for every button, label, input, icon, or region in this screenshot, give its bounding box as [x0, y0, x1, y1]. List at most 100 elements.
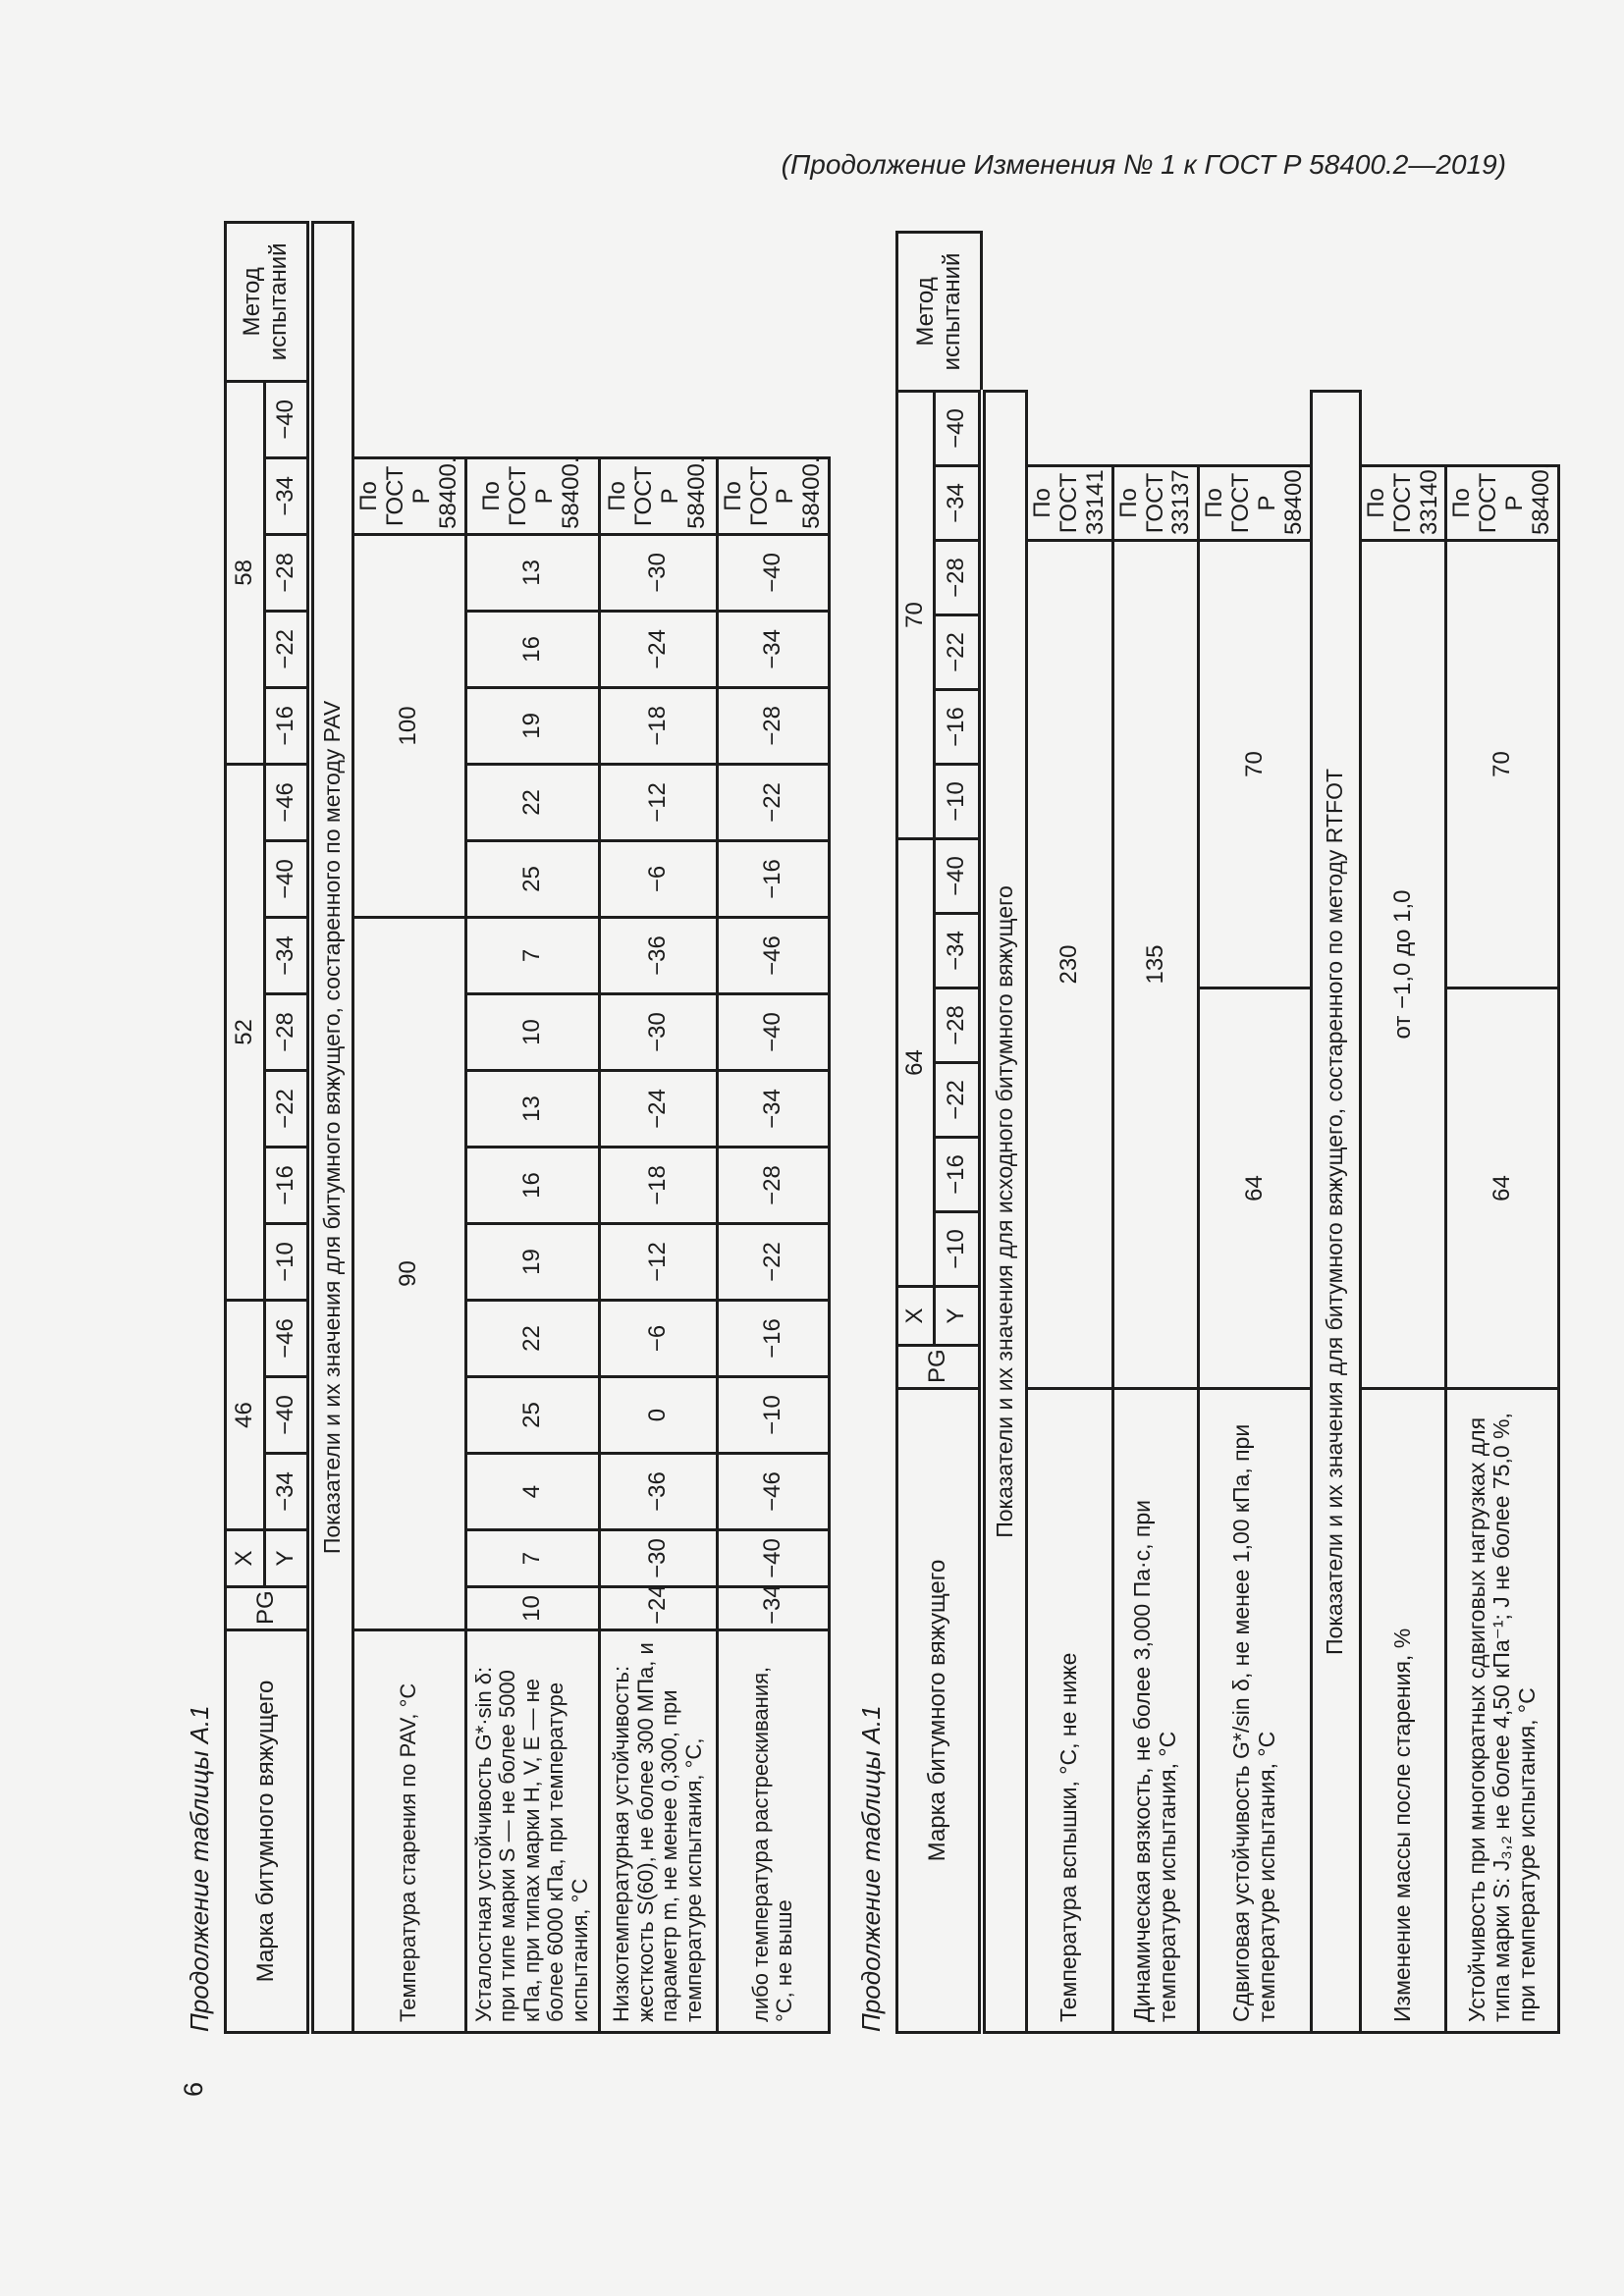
value-cell: −28 [717, 687, 830, 765]
value-cell: −24 [599, 1070, 718, 1148]
t1-x-header-cell: X [225, 1529, 265, 1587]
value-cell: 135 [1112, 540, 1199, 1389]
t1-pg-header-cell: PG [225, 1586, 310, 1630]
t1-y-header-cell: Y [264, 1529, 310, 1587]
value-cell: 100 [352, 534, 465, 918]
value-cell: 7 [465, 1529, 600, 1587]
t2-mark-header-cell: Марка битумного вяжущего [896, 1388, 982, 2033]
row-label-cell: Сдвиговая устойчивость G*/sin δ, не мене… [1198, 1388, 1312, 2033]
value-cell: 0 [599, 1376, 718, 1454]
method-cell: По ГОСТ Р 58400.8 [599, 457, 718, 535]
value-cell: −40 [717, 993, 830, 1071]
table-row: Низкотемпературная устойчивость: жесткос… [599, 222, 718, 2033]
section-row: Показатели и их значения для битумного в… [309, 222, 353, 2033]
t2-section-cell: Показатели и их значения для исходного б… [981, 391, 1027, 2033]
value-cell: −24 [599, 1586, 718, 1630]
method-cell: По ГОСТ Р 58400.6 [1445, 465, 1559, 541]
y-temp-header-cell: −10 [264, 1223, 310, 1301]
y-temp-header-cell: −16 [934, 1137, 982, 1212]
value-cell: 70 [1198, 540, 1312, 988]
y-temp-header-cell: −22 [934, 614, 982, 690]
value-cell: 64 [1445, 988, 1559, 1389]
t2-y-header-cell: Y [934, 1286, 982, 1346]
y-temp-header-cell: −34 [264, 917, 310, 994]
y-temp-header-cell: −28 [264, 993, 310, 1071]
value-cell: −22 [717, 1223, 830, 1301]
row-label-cell: Температура вспышки, °С, не ниже [1026, 1388, 1113, 2033]
method-cell: По ГОСТ Р 58400.5 [352, 457, 465, 535]
t1-grade-header-cell: 58 [225, 381, 265, 765]
row-label-cell: Изменение массы после старения, % [1360, 1388, 1446, 2033]
table1-landscape-area: Продолжение таблицы А.1 Марка битумного … [185, 210, 830, 2034]
value-cell: 64 [1198, 988, 1312, 1389]
y-temp-header-cell: −34 [934, 465, 982, 541]
value-cell: −28 [717, 1147, 830, 1224]
table-row: Усталостная устойчивость G*·sin δ: при т… [465, 222, 600, 2033]
method-cell: По ГОСТ Р 58400.10 [465, 457, 600, 535]
table-row: Устойчивость при многократных сдвиговых … [1445, 232, 1559, 2033]
value-cell: 4 [465, 1453, 600, 1530]
value-cell: −30 [599, 534, 718, 612]
value-cell: −18 [599, 1147, 718, 1224]
t1-method-header-cell: Метод испытаний [225, 222, 310, 382]
y-temp-header-cell: −34 [264, 1453, 310, 1530]
y-temp-header-cell: −22 [934, 1062, 982, 1138]
value-cell: −36 [599, 917, 718, 994]
value-cell: 70 [1445, 540, 1559, 988]
y-temp-header-cell: −28 [934, 988, 982, 1063]
value-cell: 13 [465, 1070, 600, 1148]
value-cell: 19 [465, 1223, 600, 1301]
value-cell: −16 [717, 1300, 830, 1377]
value-cell: −36 [599, 1453, 718, 1530]
table-row: либо температура растрескивания, °С, не … [717, 222, 830, 2033]
y-temp-header-cell: −16 [934, 689, 982, 765]
value-cell: −30 [599, 993, 718, 1071]
t1-grade-header-cell: 52 [225, 764, 265, 1301]
row-label-cell: Устойчивость при многократных сдвиговых … [1445, 1388, 1559, 2033]
rotated-table-block-2: Продолжение таблицы А.1 Марка битумного … [856, 210, 1559, 2034]
value-cell: 16 [465, 1147, 600, 1224]
value-cell: 13 [465, 534, 600, 612]
y-temp-header-cell: −40 [934, 838, 982, 914]
y-temp-header-cell: −16 [264, 687, 310, 765]
y-temp-header-cell: −40 [934, 391, 982, 466]
spec-table-2: Марка битумного вяжущего PG X 64 70 Мето… [895, 231, 1560, 2034]
y-temp-header-cell: −16 [264, 1147, 310, 1224]
y-temp-header-cell: −22 [264, 1070, 310, 1148]
value-cell: 10 [465, 1586, 600, 1630]
value-cell: 22 [465, 764, 600, 841]
value-cell: 90 [352, 917, 465, 1630]
t1-mark-header-cell: Марка битумного вяжущего [225, 1629, 310, 2033]
value-cell: −34 [717, 611, 830, 688]
y-temp-header-cell: −40 [264, 840, 310, 918]
value-cell: −30 [599, 1529, 718, 1587]
table2-caption: Продолжение таблицы А.1 [856, 1705, 886, 2032]
y-temp-header-cell: −40 [264, 381, 310, 458]
t1-grade-header-cell: 46 [225, 1300, 265, 1530]
value-cell: −34 [717, 1070, 830, 1148]
method-cell: По ГОСТ Р 58400.11 [717, 457, 830, 535]
page-header-note: (Продолжение Изменения № 1 к ГОСТ Р 5840… [781, 149, 1506, 180]
t2-grade-header-cell: 70 [896, 391, 935, 839]
row-label-cell: либо температура растрескивания, °С, не … [717, 1629, 830, 2033]
y-temp-header-cell: −28 [264, 534, 310, 612]
t2-x-header-cell: X [896, 1286, 935, 1346]
table-row: Сдвиговая устойчивость G*/sin δ, не мене… [1198, 232, 1312, 2033]
table-row: Марка битумного вяжущего PG X 46 52 58 М… [225, 222, 310, 2033]
y-temp-header-cell: −10 [934, 764, 982, 839]
value-cell: −34 [717, 1586, 830, 1630]
table-row: Изменение массы после старения, % от −1,… [1360, 232, 1446, 2033]
value-cell: 25 [465, 1376, 600, 1454]
method-cell: По ГОСТ 33140 [1360, 465, 1446, 541]
value-cell: 230 [1026, 540, 1113, 1389]
section-row: Показатели и их значения для исходного б… [981, 232, 1027, 2033]
value-cell: −40 [717, 1529, 830, 1587]
method-cell: По ГОСТ 33141 [1026, 465, 1113, 541]
value-cell: 19 [465, 687, 600, 765]
y-temp-header-cell: −46 [264, 1300, 310, 1377]
method-cell: По ГОСТ Р 58400.10 [1198, 465, 1312, 541]
table-row: Температура старения по PAV, °С 90 100 П… [352, 222, 465, 2033]
value-cell: 16 [465, 611, 600, 688]
y-temp-header-cell: −46 [264, 764, 310, 841]
